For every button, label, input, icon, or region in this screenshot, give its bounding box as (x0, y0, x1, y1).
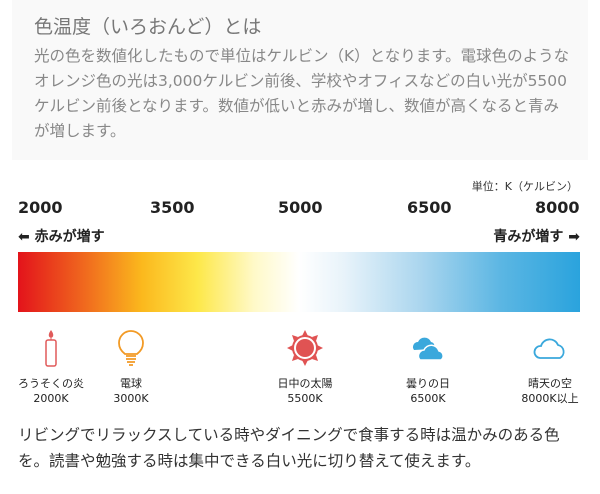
section-title: 色温度（いろおんど）とは (34, 16, 262, 38)
example-bulb: 電球 3000K (86, 328, 176, 406)
example-sun: 日中の太陽 5500K (260, 328, 350, 406)
unit-label: 単位：K（ケルビン） (471, 180, 578, 193)
example-value: 6500K (410, 392, 446, 405)
example-value: 3000K (113, 392, 149, 405)
intro-text: 光の色を数値化したもので単位はケルビン（K）となります。電球色のようなオレンジ色… (34, 47, 570, 140)
example-name: 曇りの日 (406, 377, 450, 390)
tick-8000: 8000 (535, 198, 580, 217)
example-name: 日中の太陽 (277, 377, 333, 390)
light-bulb-icon (118, 330, 144, 366)
example-value: 2000K (33, 392, 69, 405)
redder-label: ⬅ 赤みが増す (18, 229, 105, 245)
tick-6500: 6500 (407, 198, 452, 217)
example-name: 電球 (120, 377, 142, 390)
sun-icon (287, 330, 323, 366)
example-cloudy: 曇りの日 6500K (383, 328, 473, 406)
tick-5000: 5000 (278, 198, 323, 217)
example-name: ろうそくの炎 (18, 377, 84, 390)
tick-2000: 2000 (18, 198, 63, 217)
bluer-label: 青みが増す ➡ (493, 229, 580, 245)
tick-3500: 3500 (150, 198, 195, 217)
example-value: 5500K (287, 392, 323, 405)
usage-text: リビングでリラックスしている時やダイニングで食事する時は温かみのある色を。読書や… (18, 426, 560, 470)
candle-icon (45, 330, 57, 367)
example-value: 8000K以上 (521, 392, 579, 405)
example-clear-sky: 晴天の空 8000K以上 (505, 328, 595, 406)
cloud-outline-icon (533, 338, 565, 359)
example-candle: ろうそくの炎 2000K (6, 328, 96, 406)
color-temperature-gradient (18, 252, 580, 312)
clouds-icon (413, 337, 444, 361)
intro-box: 色温度（いろおんど）とは 光の色を数値化したもので単位はケルビン（K）となります… (12, 0, 588, 160)
example-name: 晴天の空 (528, 377, 572, 390)
